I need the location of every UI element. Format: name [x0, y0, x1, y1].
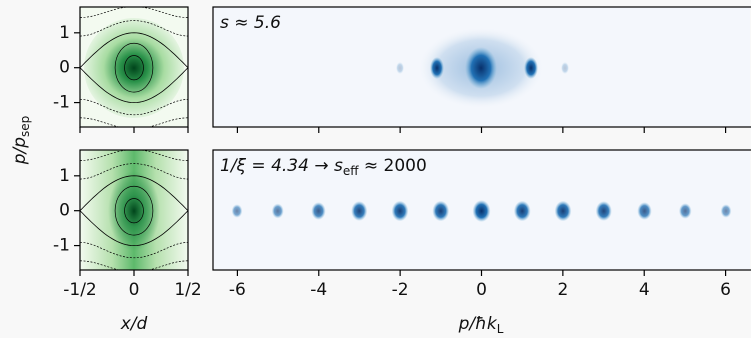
- y-tick-label: -1: [53, 236, 70, 256]
- x-tick-label: -2: [392, 280, 409, 300]
- peak: [595, 201, 612, 221]
- orbit: [80, 260, 188, 270]
- peak: [524, 57, 538, 79]
- peak: [391, 200, 409, 222]
- orbit: [114, 185, 154, 236]
- peak: [351, 201, 368, 221]
- peak: [637, 202, 652, 220]
- x-tick-label: 1/2: [174, 280, 201, 300]
- separatrix: [79, 67, 189, 104]
- y-tick-label: 1: [59, 166, 70, 186]
- phase-density: [84, 18, 184, 118]
- annotation-main: s ≈ 5.6: [220, 13, 281, 33]
- x-label: x/d: [120, 314, 148, 334]
- annotation-tail: ≈ 2000: [359, 156, 427, 176]
- peak: [311, 202, 326, 220]
- x-tick-label: -1/2: [63, 280, 97, 300]
- x-tick-label: 2: [557, 280, 568, 300]
- x-tick-label: 0: [476, 280, 487, 300]
- peaks: [231, 200, 732, 222]
- peak: [396, 62, 404, 74]
- x-tick-label: 4: [639, 280, 650, 300]
- peak: [678, 203, 692, 219]
- orbit: [124, 55, 144, 81]
- peak: [554, 200, 572, 222]
- y-tick-label: 0: [59, 58, 70, 78]
- peak: [465, 47, 497, 89]
- contours: [79, 7, 189, 270]
- x-label: p/ħkL: [458, 314, 504, 336]
- orbit: [80, 98, 188, 116]
- y-tick-label: 1: [59, 23, 70, 43]
- phase-density: [108, 171, 160, 251]
- peak: [720, 204, 732, 218]
- orbit: [80, 20, 188, 37]
- separatrix: [79, 32, 189, 68]
- annotation-main: 1/ξ = 4.34 → s: [220, 156, 343, 176]
- y-label-main: p/p: [10, 137, 30, 166]
- x-tick-label: 6: [720, 280, 731, 300]
- x-tick-label: -6: [229, 280, 246, 300]
- peak: [561, 62, 569, 74]
- peak: [271, 203, 284, 219]
- peak: [231, 204, 243, 218]
- y-tick-label: -1: [53, 93, 70, 113]
- orbit: [80, 117, 188, 127]
- peak: [472, 200, 491, 222]
- orbit: [124, 198, 144, 224]
- frame: [212, 149, 751, 271]
- orbit: [114, 42, 154, 93]
- y-tick-label: 0: [59, 201, 70, 221]
- annotation-sub: eff: [343, 164, 359, 178]
- orbit: [80, 150, 188, 161]
- orbit: [80, 163, 188, 180]
- peak: [432, 200, 450, 222]
- separatrix: [79, 175, 189, 211]
- peak: [513, 200, 531, 222]
- x-tick-label: 0: [129, 280, 140, 300]
- orbit: [80, 241, 188, 259]
- peak: [430, 57, 444, 79]
- annotation: 1/ξ = 4.34 → seff ≈ 2000: [220, 156, 427, 178]
- x-tick-label: -4: [310, 280, 327, 300]
- frame: [212, 6, 751, 128]
- y-label-sub: sep: [18, 116, 32, 137]
- x-label-sub: L: [497, 322, 504, 336]
- x-label-main: p/ħk: [458, 314, 498, 334]
- orbit: [80, 7, 188, 18]
- y-label: p/psep: [10, 116, 32, 166]
- separatrix: [79, 210, 189, 247]
- annotation: s ≈ 5.6: [220, 13, 281, 33]
